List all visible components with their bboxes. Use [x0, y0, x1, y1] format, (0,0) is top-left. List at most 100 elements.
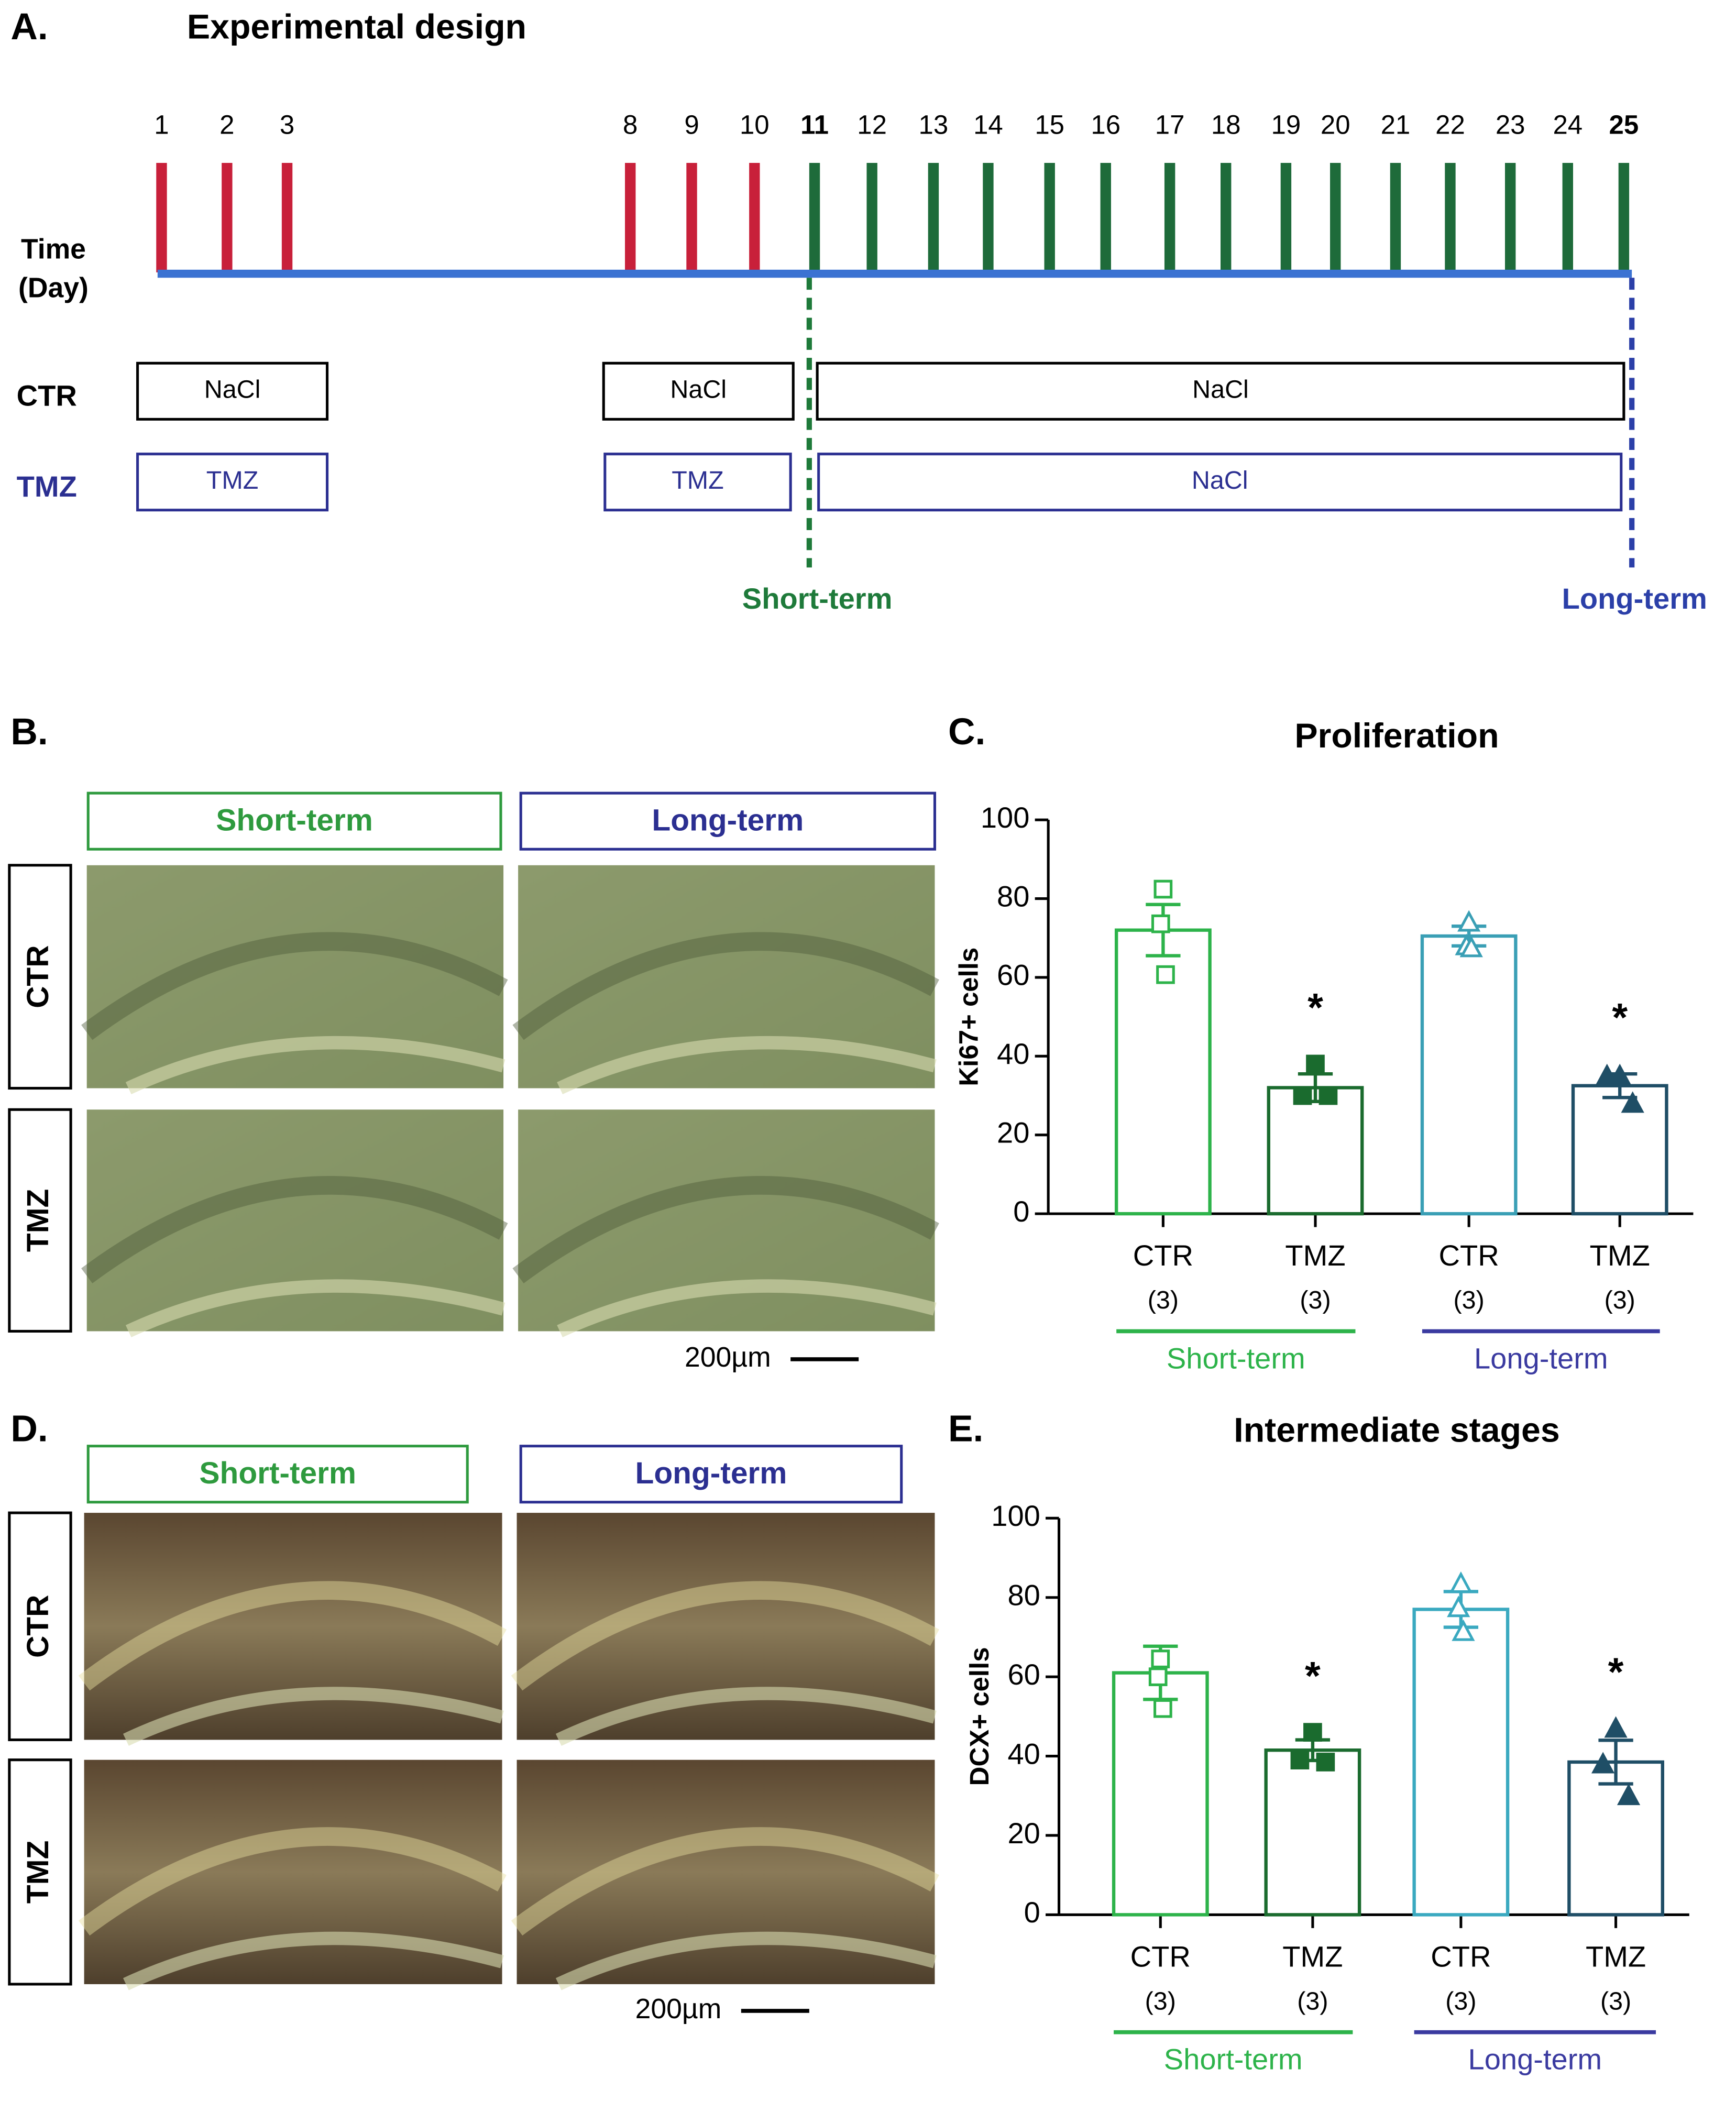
- day-label: 14: [973, 110, 1003, 140]
- x-tick-label: TMZ: [1586, 1940, 1646, 1973]
- micrograph-layer: [125, 1036, 506, 1095]
- group-label: Short-term: [1167, 1341, 1305, 1374]
- y-tick-label: 60: [997, 959, 1029, 992]
- day-label: 11: [800, 110, 829, 140]
- day-label: 2: [219, 110, 234, 140]
- n-label: (3): [1297, 1987, 1328, 2015]
- significance-mark: *: [1608, 1650, 1624, 1695]
- micrograph-layer: [78, 1827, 507, 1936]
- column-header: Short-term: [199, 1456, 356, 1490]
- day-tick: [1164, 162, 1175, 273]
- x-tick-label: TMZ: [1285, 1239, 1345, 1272]
- row-header-box: [8, 864, 72, 1090]
- day-label: 15: [1035, 110, 1064, 140]
- day-tick: [1220, 162, 1232, 273]
- day-label: 17: [1155, 110, 1185, 140]
- x-tick-label: CTR: [1431, 1940, 1491, 1973]
- bar: [1571, 1084, 1668, 1216]
- data-point: [1617, 1784, 1641, 1806]
- row-label: CTR: [17, 379, 77, 412]
- x-tick-label: CTR: [1439, 1239, 1499, 1272]
- bar: [1412, 1608, 1510, 1917]
- treatment-label: TMZ: [206, 466, 259, 494]
- treatment-box: [603, 453, 792, 512]
- chart-title: Proliferation: [1294, 717, 1499, 755]
- day-label: 22: [1435, 110, 1465, 140]
- day-tick: [1504, 162, 1516, 273]
- day-label: 25: [1609, 110, 1639, 140]
- column-header: Long-term: [652, 804, 804, 838]
- time-label: Time: [21, 234, 86, 265]
- error-bar: [1598, 1739, 1633, 1786]
- column-header-box: [86, 791, 502, 851]
- y-tick-label: 40: [997, 1037, 1029, 1070]
- treatment-label: NaCl: [204, 376, 261, 404]
- row-header-box: [8, 1511, 72, 1742]
- y-tick-label: 20: [1007, 1817, 1040, 1850]
- micrograph-layer: [123, 1687, 504, 1746]
- data-point: [1316, 1753, 1335, 1772]
- data-point: [1449, 1571, 1473, 1593]
- micrograph-layer: [512, 1176, 939, 1283]
- day-label: 19: [1271, 110, 1301, 140]
- data-point: [1153, 1699, 1172, 1718]
- treatment-box: [136, 361, 329, 421]
- y-tick-label: 80: [997, 879, 1029, 912]
- n-label: (3): [1605, 1286, 1635, 1314]
- panel-label: D.: [10, 1407, 48, 1449]
- x-tick-label: TMZ: [1590, 1239, 1650, 1272]
- day-tick: [1445, 162, 1456, 273]
- treatment-label: NaCl: [1192, 376, 1249, 404]
- day-tick: [281, 162, 293, 273]
- data-point: [1303, 1723, 1322, 1742]
- day-tick: [809, 162, 820, 273]
- bar: [1420, 934, 1518, 1216]
- row-label: TMZ: [17, 470, 77, 503]
- treatment-box: [136, 453, 329, 512]
- y-tick-label: 60: [1007, 1658, 1040, 1691]
- y-tick-label: 0: [1024, 1896, 1040, 1929]
- day-tick: [156, 162, 167, 273]
- panel-label: A.: [10, 6, 48, 48]
- timepoint-label: Short-term: [742, 582, 893, 615]
- day-tick: [983, 162, 994, 273]
- treatment-box: [816, 361, 1625, 421]
- micrograph-layer: [123, 1931, 504, 1990]
- y-axis-label: DCX+ cells: [964, 1647, 994, 1786]
- group-label: Long-term: [1474, 1341, 1608, 1374]
- design-title: Experimental design: [187, 8, 526, 47]
- bar: [1264, 1748, 1361, 1917]
- group-label: Short-term: [1164, 2043, 1303, 2076]
- column-header: Long-term: [635, 1456, 787, 1490]
- data-point: [1293, 1086, 1312, 1105]
- column-header-box: [86, 1445, 469, 1504]
- x-tick-label: CTR: [1130, 1940, 1191, 1973]
- micrograph-layer: [511, 1827, 939, 1936]
- time-label: (Day): [18, 272, 89, 303]
- day-tick: [222, 162, 233, 273]
- data-point: [1591, 1752, 1615, 1774]
- micrograph-layer: [512, 932, 939, 1040]
- day-tick: [1280, 162, 1292, 273]
- scale-bar-label: 200µm: [685, 1342, 771, 1373]
- data-point: [1595, 1063, 1619, 1085]
- row-header-box: [8, 1108, 72, 1333]
- treatment-label: TMZ: [672, 466, 724, 494]
- day-label: 12: [857, 110, 887, 140]
- significance-mark: *: [1308, 986, 1323, 1030]
- column-header: Short-term: [216, 804, 373, 838]
- n-label: (3): [1454, 1286, 1485, 1314]
- micrograph-layer: [557, 1036, 937, 1095]
- y-axis-label: Ki67+ cells: [954, 948, 984, 1086]
- micrograph-layer: [555, 1687, 937, 1746]
- day-label: 8: [623, 110, 638, 140]
- row-header-box: [8, 1758, 72, 1986]
- y-tick-label: 20: [997, 1116, 1029, 1149]
- x-tick-label: TMZ: [1282, 1940, 1343, 1973]
- treatment-box: [817, 453, 1623, 512]
- treatment-label: NaCl: [1192, 466, 1248, 494]
- row-header: CTR: [21, 1595, 55, 1658]
- micrograph-layer: [81, 932, 508, 1040]
- day-label: 23: [1496, 110, 1525, 140]
